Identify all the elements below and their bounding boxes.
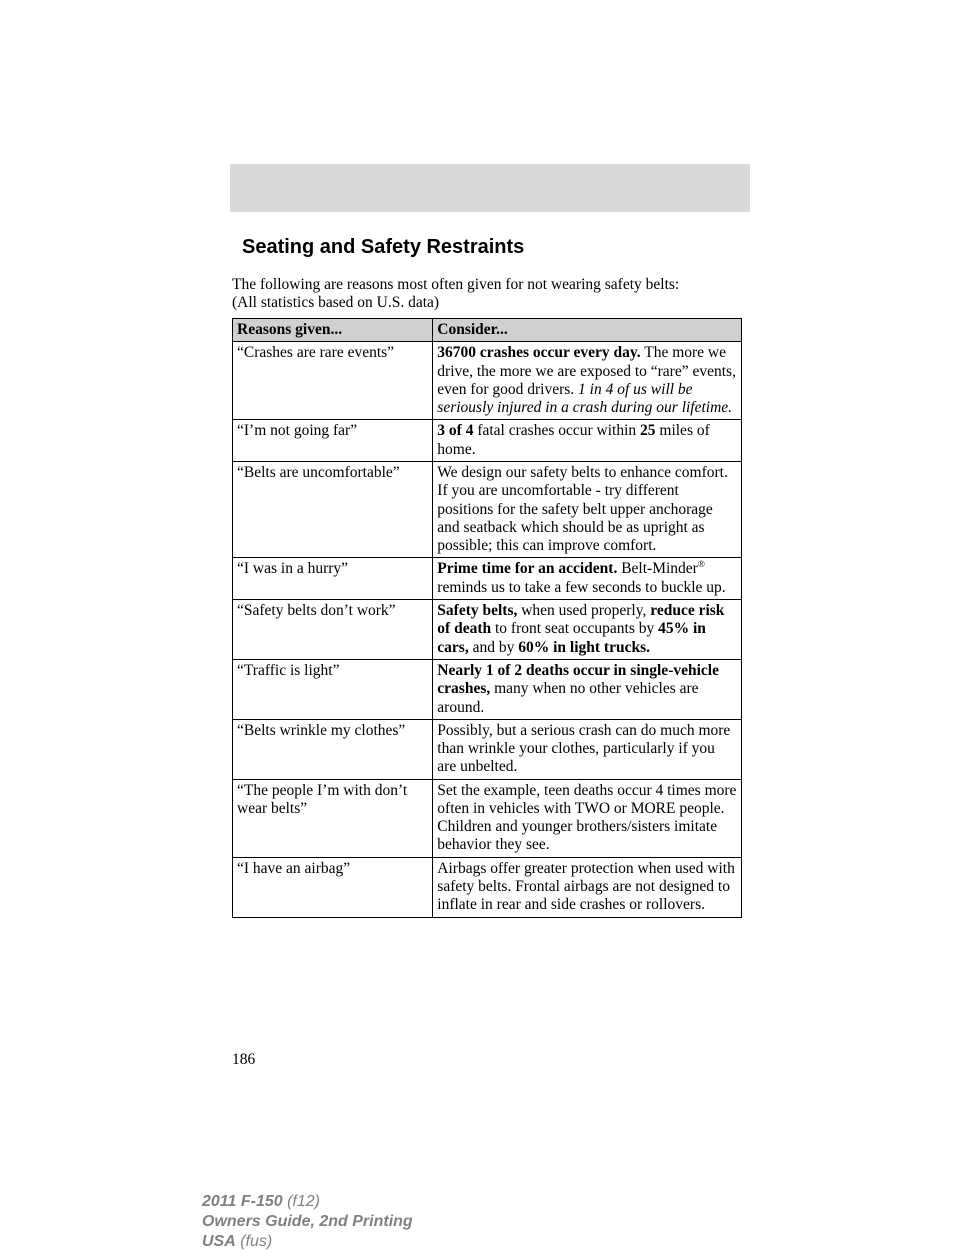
- footer-region: USA: [202, 1233, 236, 1250]
- reason-cell: “Belts wrinkle my clothes”: [233, 719, 433, 779]
- footer-block: 2011 F-150 (f12) Owners Guide, 2nd Print…: [202, 1192, 413, 1252]
- table-row: “Safety belts don’t work”Safety belts, w…: [233, 600, 742, 660]
- table-row: “Belts are uncomfortable”We design our s…: [233, 461, 742, 557]
- header-consider: Consider...: [433, 319, 742, 342]
- consider-cell: Set the example, teen deaths occur 4 tim…: [433, 779, 742, 857]
- page-number: 186: [232, 1051, 255, 1069]
- footer-guide: Owners Guide, 2nd Printing: [202, 1213, 413, 1230]
- table-body: “Crashes are rare events”36700 crashes o…: [233, 342, 742, 917]
- consider-cell: Nearly 1 of 2 deaths occur in single-veh…: [433, 659, 742, 719]
- consider-cell: Airbags offer greater protection when us…: [433, 857, 742, 917]
- footer-region-code: (fus): [236, 1233, 272, 1250]
- reason-cell: “I have an airbag”: [233, 857, 433, 917]
- reason-cell: “I was in a hurry”: [233, 558, 433, 600]
- reason-cell: “Safety belts don’t work”: [233, 600, 433, 660]
- table-row: “Traffic is light”Nearly 1 of 2 deaths o…: [233, 659, 742, 719]
- table-header-row: Reasons given... Consider...: [233, 319, 742, 342]
- table-row: “The people I’m with don’t wear belts”Se…: [233, 779, 742, 857]
- reason-cell: “Crashes are rare events”: [233, 342, 433, 420]
- table-row: “I was in a hurry”Prime time for an acci…: [233, 558, 742, 600]
- consider-cell: Prime time for an accident. Belt-Minder®…: [433, 558, 742, 600]
- document-page: Seating and Safety Restraints The follow…: [0, 0, 954, 1235]
- section-title: Seating and Safety Restraints: [242, 236, 524, 259]
- consider-cell: We design our safety belts to enhance co…: [433, 461, 742, 557]
- reason-cell: “The people I’m with don’t wear belts”: [233, 779, 433, 857]
- table-row: “Belts wrinkle my clothes”Possibly, but …: [233, 719, 742, 779]
- table-row: “I have an airbag”Airbags offer greater …: [233, 857, 742, 917]
- reason-cell: “Belts are uncomfortable”: [233, 461, 433, 557]
- intro-text: The following are reasons most often giv…: [232, 276, 742, 313]
- intro-line-2: (All statistics based on U.S. data): [232, 294, 439, 311]
- footer-model: 2011 F-150: [202, 1193, 283, 1210]
- reason-cell: “Traffic is light”: [233, 659, 433, 719]
- intro-line-1: The following are reasons most often giv…: [232, 276, 679, 293]
- reason-cell: “I’m not going far”: [233, 420, 433, 462]
- consider-cell: Safety belts, when used properly, reduce…: [433, 600, 742, 660]
- footer-model-code: (f12): [283, 1193, 320, 1210]
- header-reason: Reasons given...: [233, 319, 433, 342]
- header-band: [230, 164, 750, 212]
- reasons-table: Reasons given... Consider... “Crashes ar…: [232, 318, 742, 918]
- table-row: “Crashes are rare events”36700 crashes o…: [233, 342, 742, 420]
- consider-cell: 36700 crashes occur every day. The more …: [433, 342, 742, 420]
- consider-cell: 3 of 4 fatal crashes occur within 25 mil…: [433, 420, 742, 462]
- table-row: “I’m not going far”3 of 4 fatal crashes …: [233, 420, 742, 462]
- consider-cell: Possibly, but a serious crash can do muc…: [433, 719, 742, 779]
